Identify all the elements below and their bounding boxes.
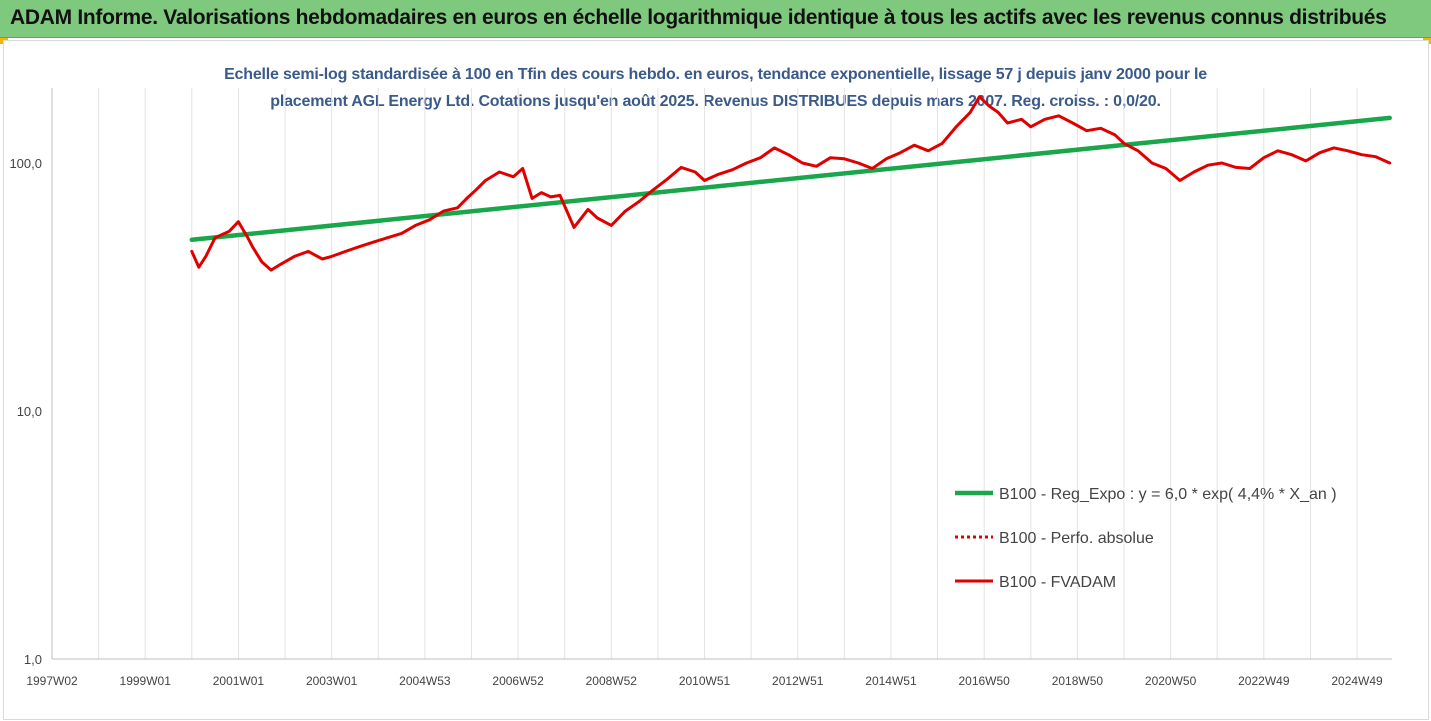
- x-tick-label: 2022W49: [1238, 674, 1290, 688]
- report-banner-title: ADAM Informe. Valorisations hebdomadaire…: [10, 6, 1387, 29]
- legend: B100 - Reg_Expo : y = 6,0 * exp( 4,4% * …: [955, 486, 1337, 591]
- x-tick-label: 2010W51: [679, 674, 731, 688]
- x-tick-label: 1999W01: [120, 674, 172, 688]
- report-banner: ADAM Informe. Valorisations hebdomadaire…: [0, 0, 1431, 38]
- x-tick-label: 2016W50: [958, 674, 1010, 688]
- series-lines: [189, 95, 1392, 272]
- x-tick-label: 2001W01: [213, 674, 265, 688]
- x-tick-label: 2006W52: [492, 674, 544, 688]
- series-line-3: [190, 95, 1392, 272]
- x-tick-label: 2004W53: [399, 674, 451, 688]
- x-tick-label: 2008W52: [586, 674, 638, 688]
- y-tick-label: 100,0: [9, 156, 42, 171]
- y-tick-label: 10,0: [17, 404, 42, 419]
- legend-label-1: B100 - Reg_Expo : y = 6,0 * exp( 4,4% * …: [999, 486, 1337, 503]
- legend-label-2: B100 - Perfo. absolue: [999, 530, 1154, 547]
- x-tick-label: 2024W49: [1331, 674, 1383, 688]
- x-tick-labels: 1997W02 1999W01 2001W01 2003W01 2004W53 2006W…: [26, 674, 1383, 688]
- y-tick-label: 1,0: [24, 652, 42, 667]
- x-tick-label: 2012W51: [772, 674, 824, 688]
- x-tick-label: 2020W50: [1145, 674, 1197, 688]
- y-tick-labels: 1,0 10,0 100,0: [9, 156, 42, 667]
- x-tick-label: 1997W02: [26, 674, 78, 688]
- chart-area: [3, 40, 1429, 720]
- x-tick-label: 2003W01: [306, 674, 358, 688]
- chart-title-line-2: placement AGL Energy Ltd. Cotations jusq…: [270, 93, 1161, 110]
- x-tick-label: 2014W51: [865, 674, 917, 688]
- legend-label-3: B100 - FVADAM: [999, 574, 1116, 591]
- chart-title-line-1: Echelle semi-log standardisée à 100 en T…: [224, 66, 1207, 83]
- x-tick-label: 2018W50: [1052, 674, 1104, 688]
- grid-lines: [51, 88, 1358, 659]
- series-line-1: [189, 115, 1392, 243]
